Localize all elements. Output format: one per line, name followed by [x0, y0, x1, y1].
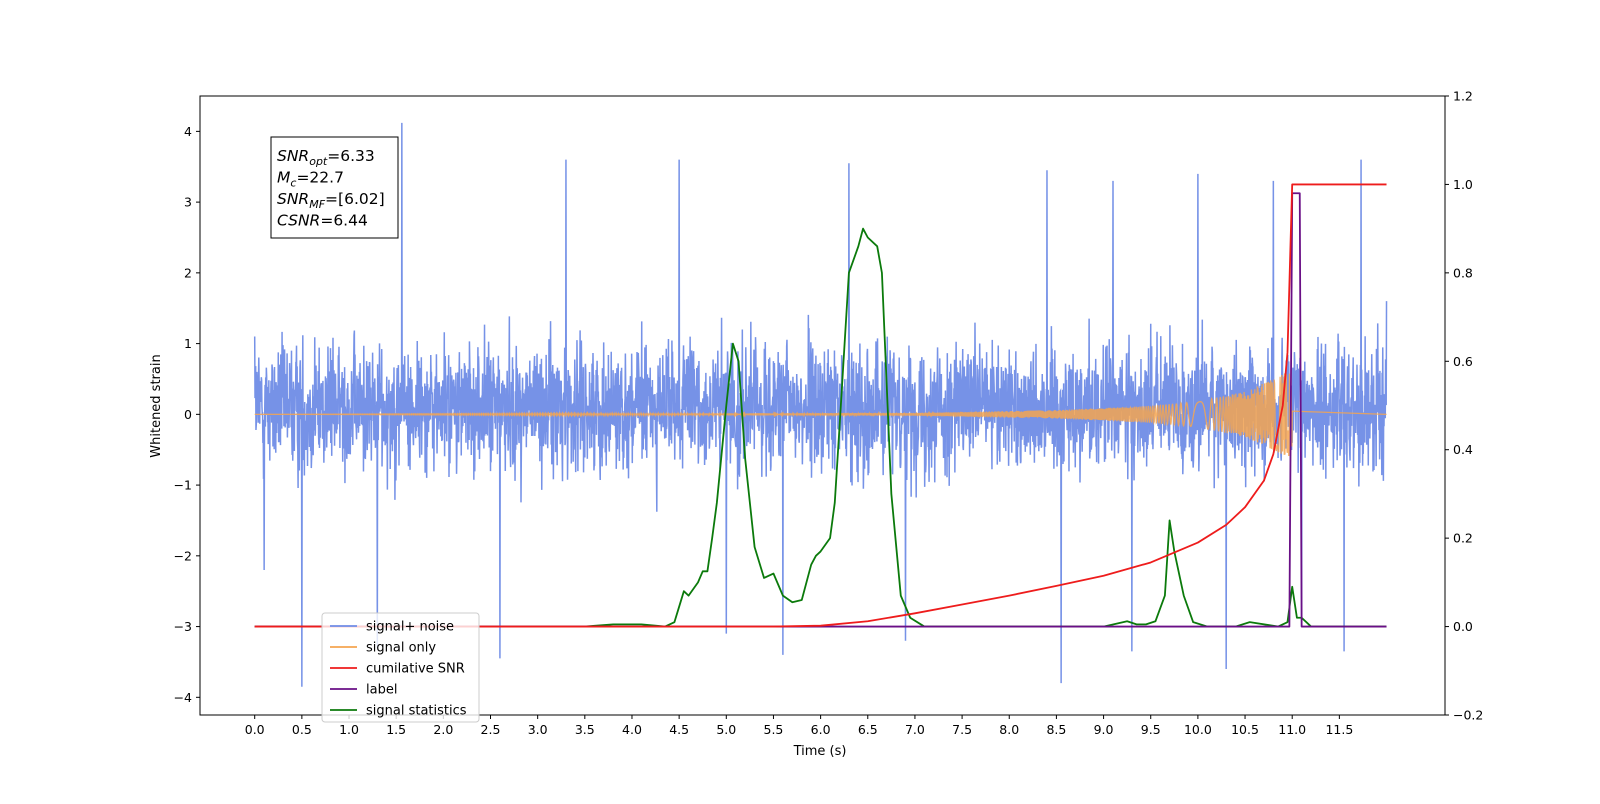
y-tick-label: 4 — [184, 124, 192, 139]
plot-area — [253, 122, 1388, 687]
legend-label: cumilative SNR — [366, 662, 465, 677]
series-signal-statistics — [254, 227, 1387, 628]
legend: signal+ noise signal only cumilative SNR la… — [321, 612, 480, 723]
y2-tick-label: 0.4 — [1453, 442, 1473, 457]
x-tick-label: 2.0 — [433, 722, 453, 737]
y2-tick-label: 0.8 — [1453, 265, 1473, 280]
x-tick-label: 9.0 — [1094, 722, 1114, 737]
y-tick-label: 1 — [184, 336, 192, 351]
legend-label: label — [366, 683, 397, 698]
series-cumulative-snr — [254, 183, 1387, 628]
plot-frame — [199, 95, 1446, 716]
x-tick-label: 9.5 — [1141, 722, 1161, 737]
y-tick-label: 0 — [184, 407, 192, 422]
x-tick-label: 11.0 — [1278, 722, 1306, 737]
x-axis: 0.0 0.5 1.0 1.5 2.0 2.5 3.0 3.5 4.0 4.5 5.0 5.5 6.0 6… — [245, 715, 1353, 737]
y2-tick-label: −0.2 — [1453, 708, 1483, 723]
annotation-symbol: M — [277, 169, 290, 187]
y2-tick-label: 0.2 — [1453, 531, 1473, 546]
annotation-subscript: c — [290, 177, 296, 190]
annotation-frame — [270, 136, 399, 239]
annotation-subscript: MF — [309, 198, 325, 211]
x-tick-label: 10.0 — [1184, 722, 1212, 737]
x-tick-label: 0.5 — [292, 722, 312, 737]
annotation-subscript: opt — [309, 155, 328, 168]
y2-axis: −0.2 0.0 0.2 0.4 0.6 0.8 1.0 1.2 — [1445, 89, 1483, 723]
x-tick-label: 2.5 — [481, 722, 501, 737]
y2-tick-label: 0.6 — [1453, 354, 1473, 369]
x-axis-label: Time (s) — [793, 744, 847, 759]
x-tick-label: 3.5 — [575, 722, 595, 737]
x-tick-label: 5.0 — [716, 722, 736, 737]
annotation-line: Mc=22.7 — [277, 169, 344, 190]
series-signal-only — [254, 373, 1387, 457]
x-tick-label: 7.5 — [952, 722, 972, 737]
annotation-symbol: CSNR — [277, 212, 320, 230]
x-tick-label: 3.0 — [528, 722, 548, 737]
x-tick-label: 6.0 — [811, 722, 831, 737]
y-tick-label: −2 — [174, 548, 192, 563]
series-signal-noise — [253, 122, 1388, 687]
annotation-line: SNRopt=6.33 — [277, 147, 375, 168]
annotation-value: =6.44 — [320, 212, 368, 230]
x-tick-label: 4.0 — [622, 722, 642, 737]
annotation-value: =22.7 — [296, 169, 344, 187]
x-tick-label: 11.5 — [1325, 722, 1353, 737]
y-axis-label: Whitened strain — [149, 354, 164, 457]
series-label — [254, 192, 1387, 628]
annotation-value: =6.33 — [327, 147, 375, 165]
legend-label: signal statistics — [366, 704, 467, 719]
y2-tick-label: 1.0 — [1453, 177, 1473, 192]
annotation-symbol: SNR — [277, 147, 309, 165]
x-tick-label: 8.5 — [1046, 722, 1066, 737]
x-tick-label: 10.5 — [1231, 722, 1259, 737]
x-tick-label: 0.0 — [245, 722, 265, 737]
annotation-line: SNRMF=[6.02] — [277, 190, 385, 211]
y-tick-label: 3 — [184, 195, 192, 210]
y2-tick-label: 1.2 — [1453, 89, 1473, 104]
x-tick-label: 8.0 — [999, 722, 1019, 737]
legend-frame — [321, 612, 480, 723]
x-tick-label: 5.5 — [764, 722, 784, 737]
x-tick-label: 1.0 — [339, 722, 359, 737]
annotation-symbol: SNR — [277, 190, 309, 208]
x-tick-label: 4.5 — [669, 722, 689, 737]
y2-tick-label: 0.0 — [1453, 619, 1473, 634]
y-tick-label: −4 — [174, 690, 192, 705]
legend-label: signal+ noise — [366, 620, 454, 635]
legend-label: signal only — [366, 641, 436, 656]
y-tick-label: −3 — [174, 619, 192, 634]
annotation-line: CSNR=6.44 — [277, 212, 368, 230]
y-tick-label: −1 — [174, 478, 192, 493]
x-tick-label: 6.5 — [858, 722, 878, 737]
annotation-value: =[6.02] — [325, 190, 385, 208]
x-tick-label: 7.0 — [905, 722, 925, 737]
x-tick-label: 1.5 — [386, 722, 406, 737]
y-axis: −4 −3 −2 −1 0 1 2 3 4 — [174, 124, 200, 705]
y-tick-label: 2 — [184, 265, 192, 280]
